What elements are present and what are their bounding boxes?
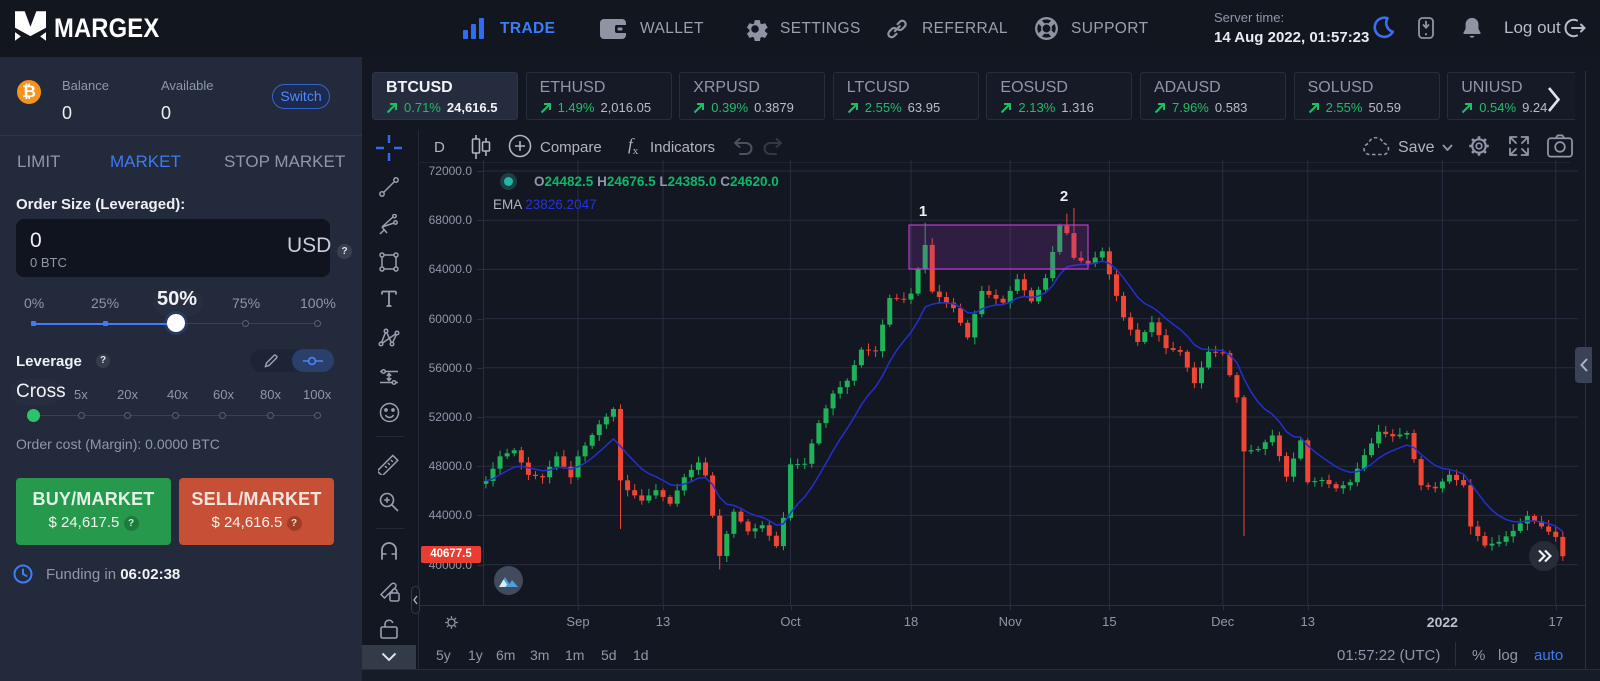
svg-text:2: 2 bbox=[1060, 188, 1068, 205]
svg-text:1: 1 bbox=[919, 203, 927, 220]
